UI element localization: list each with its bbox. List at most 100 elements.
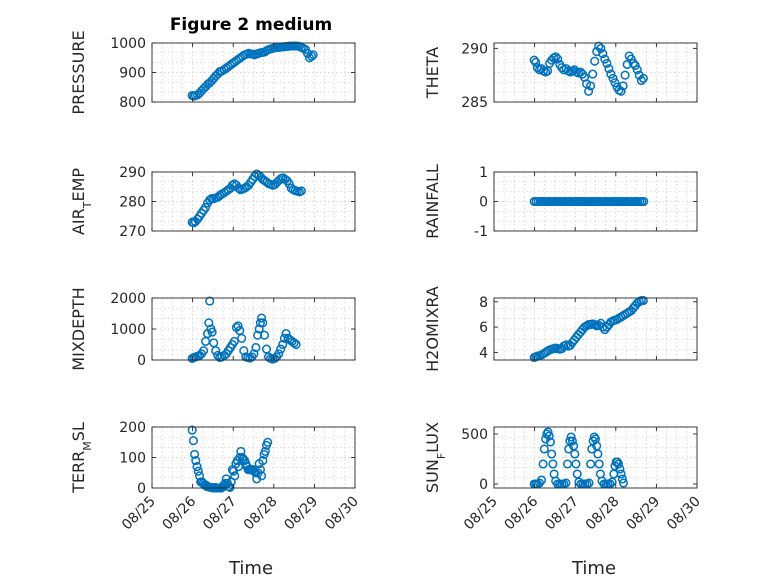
data-point bbox=[636, 75, 646, 86]
data-point bbox=[548, 459, 558, 469]
data-point bbox=[561, 478, 571, 488]
data-point bbox=[590, 56, 600, 66]
y-tick-label: 0 bbox=[137, 481, 146, 497]
data-point bbox=[211, 346, 221, 356]
data-point bbox=[190, 449, 200, 459]
data-point bbox=[594, 41, 604, 51]
data-point bbox=[604, 64, 614, 74]
axes-frame bbox=[493, 297, 698, 361]
data-point bbox=[192, 462, 202, 472]
y-axis-label-main: THETA bbox=[423, 47, 442, 99]
data-point bbox=[239, 346, 249, 356]
y-axis-label: AIRTEMP bbox=[69, 168, 94, 235]
y-tick-label: 500 bbox=[461, 427, 488, 443]
y-tick-label: 200 bbox=[119, 420, 146, 436]
figure-title: Figure 2 medium bbox=[170, 15, 332, 35]
data-point bbox=[638, 295, 648, 306]
y-tick-label: 280 bbox=[119, 195, 146, 211]
data-point bbox=[251, 343, 261, 353]
data-point bbox=[602, 58, 612, 68]
data-point bbox=[567, 436, 577, 446]
y-tick-label: -1 bbox=[474, 224, 488, 240]
data-point bbox=[539, 444, 549, 454]
data-point bbox=[538, 459, 548, 469]
data-point bbox=[249, 349, 259, 359]
data-point bbox=[259, 330, 270, 340]
axes-frame bbox=[493, 42, 698, 103]
data-point bbox=[618, 81, 628, 91]
panel-h2omixra: 4 6 8 H2OMIXRA bbox=[423, 286, 698, 372]
data-point bbox=[263, 437, 273, 447]
data-point bbox=[225, 482, 235, 492]
y-axis-label-main: SUN bbox=[423, 459, 442, 493]
y-tick-label: 800 bbox=[119, 95, 146, 111]
y-axis-label: TERRMSL bbox=[69, 422, 94, 494]
data-point bbox=[207, 327, 217, 337]
data-point bbox=[571, 459, 581, 469]
data-point bbox=[213, 350, 223, 360]
y-axis-label-subscript: T bbox=[81, 201, 94, 209]
data-point bbox=[566, 432, 576, 442]
axes-frame bbox=[493, 426, 698, 489]
y-axis-label-main: PRESSURE bbox=[69, 30, 88, 114]
data-point bbox=[284, 179, 294, 189]
data-point bbox=[279, 333, 289, 343]
data-point bbox=[307, 51, 317, 61]
data-point bbox=[238, 454, 248, 464]
panel-rainfall: -1 0 1 RAINFALL bbox=[423, 164, 698, 240]
y-tick-label: 0 bbox=[479, 195, 488, 211]
data-point bbox=[615, 464, 625, 474]
panel-pressure: 800 900 1000 PRESSURE bbox=[69, 30, 356, 115]
data-point bbox=[584, 86, 594, 96]
y-tick-label: 2000 bbox=[110, 291, 146, 307]
y-axis-label-subscript: F bbox=[435, 453, 448, 459]
y-axis-label: RAINFALL bbox=[423, 164, 442, 239]
data-point bbox=[233, 462, 244, 472]
data-point bbox=[570, 449, 580, 459]
panel-mixdepth: 0 1000 2000 MIXDEPTH bbox=[69, 287, 356, 371]
data-point bbox=[584, 478, 594, 488]
data-point bbox=[588, 69, 598, 79]
y-tick-label: 8 bbox=[479, 295, 488, 311]
y-tick-label: 100 bbox=[119, 451, 146, 467]
data-point bbox=[614, 459, 624, 469]
data-point bbox=[229, 336, 239, 346]
xlabel-right: Time bbox=[571, 558, 616, 579]
data-point bbox=[551, 52, 561, 62]
y-tick-label: 6 bbox=[479, 320, 488, 336]
panel-air-emp: 270 280 290 AIRTEMP bbox=[69, 165, 356, 240]
y-axis-label-main: MIXDEPTH bbox=[69, 287, 88, 370]
data-point bbox=[204, 318, 214, 328]
data-point bbox=[616, 469, 626, 479]
y-tick-label: 285 bbox=[461, 95, 488, 111]
y-axis-label-suffix: SL bbox=[69, 422, 88, 441]
y-axis-label-main: TERR bbox=[69, 451, 88, 494]
data-point bbox=[547, 449, 557, 459]
data-point bbox=[187, 425, 197, 435]
data-point bbox=[291, 339, 301, 350]
y-axis-label: PRESSURE bbox=[69, 30, 88, 114]
data-point bbox=[617, 474, 627, 484]
data-point bbox=[274, 349, 284, 359]
data-point bbox=[586, 81, 596, 91]
y-tick-label: 1000 bbox=[110, 36, 146, 52]
data-point bbox=[278, 339, 288, 350]
y-tick-label: 1 bbox=[479, 165, 488, 181]
data-point bbox=[594, 459, 604, 469]
data-point bbox=[276, 344, 286, 354]
y-tick-label: 1000 bbox=[110, 322, 146, 338]
y-axis-label-suffix: EMP bbox=[69, 168, 88, 202]
data-point bbox=[230, 471, 240, 481]
y-axis-label: SUNFLUX bbox=[423, 422, 448, 493]
data-point bbox=[529, 55, 539, 65]
data-point bbox=[630, 60, 640, 71]
data-point bbox=[201, 202, 211, 212]
y-axis-label: H2OMIXRA bbox=[423, 286, 442, 372]
data-point bbox=[618, 478, 629, 488]
y-axis-label-main: AIR bbox=[69, 208, 88, 235]
y-axis-label-main: RAINFALL bbox=[423, 164, 442, 239]
data-point bbox=[193, 466, 203, 476]
data-point bbox=[257, 471, 267, 481]
y-tick-label: 900 bbox=[119, 66, 146, 82]
